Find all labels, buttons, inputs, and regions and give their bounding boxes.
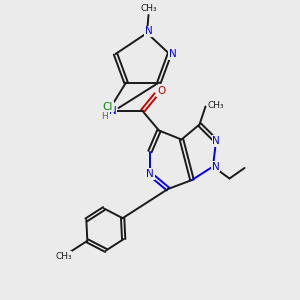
Text: N: N xyxy=(145,26,152,37)
Text: N: N xyxy=(146,169,154,179)
Text: N: N xyxy=(212,161,220,172)
Text: Cl: Cl xyxy=(103,101,113,112)
Text: O: O xyxy=(157,86,165,96)
Text: CH₃: CH₃ xyxy=(55,252,72,261)
Text: H: H xyxy=(102,112,108,121)
Text: CH₃: CH₃ xyxy=(140,4,157,13)
Text: N: N xyxy=(169,49,176,59)
Text: CH₃: CH₃ xyxy=(208,100,224,109)
Text: N: N xyxy=(109,106,116,116)
Text: N: N xyxy=(212,136,220,146)
